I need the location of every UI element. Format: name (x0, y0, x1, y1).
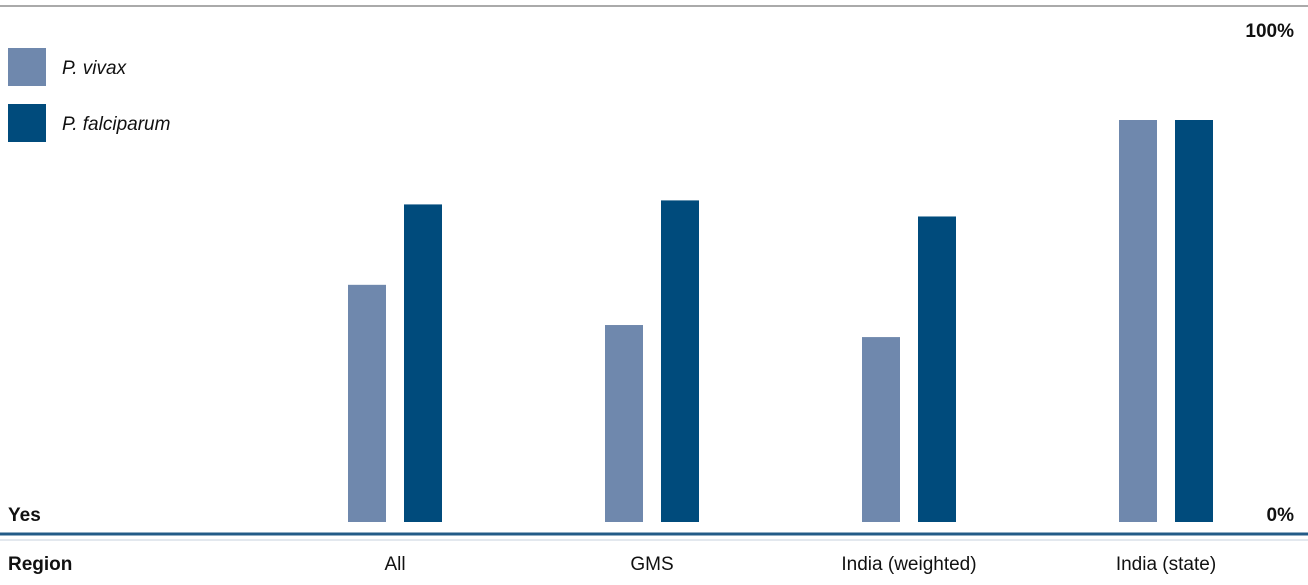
legend-label: P. vivax (62, 58, 128, 79)
row-label: Yes (8, 505, 41, 526)
bar (862, 337, 900, 522)
bar (661, 200, 699, 522)
bar (605, 325, 643, 522)
legend-swatch (8, 48, 46, 86)
bars (348, 120, 1213, 523)
category-header: Region (8, 554, 72, 575)
category-label: GMS (630, 554, 673, 575)
category-label: All (384, 554, 405, 575)
bar (404, 204, 442, 523)
legend-swatch (8, 104, 46, 142)
legend-label: P. falciparum (62, 114, 170, 135)
category-label: India (state) (1116, 554, 1216, 575)
bar (348, 284, 386, 522)
category-label: India (weighted) (841, 554, 976, 575)
bar (1119, 120, 1157, 522)
y-bottom-label: 0% (1267, 505, 1295, 526)
bar (918, 216, 956, 523)
bar (1175, 120, 1213, 522)
y-top-label: 100% (1245, 21, 1294, 42)
category-labels: All GMS India (weighted) India (state) (384, 554, 1216, 575)
legend: P. vivax P. falciparum (8, 48, 170, 142)
